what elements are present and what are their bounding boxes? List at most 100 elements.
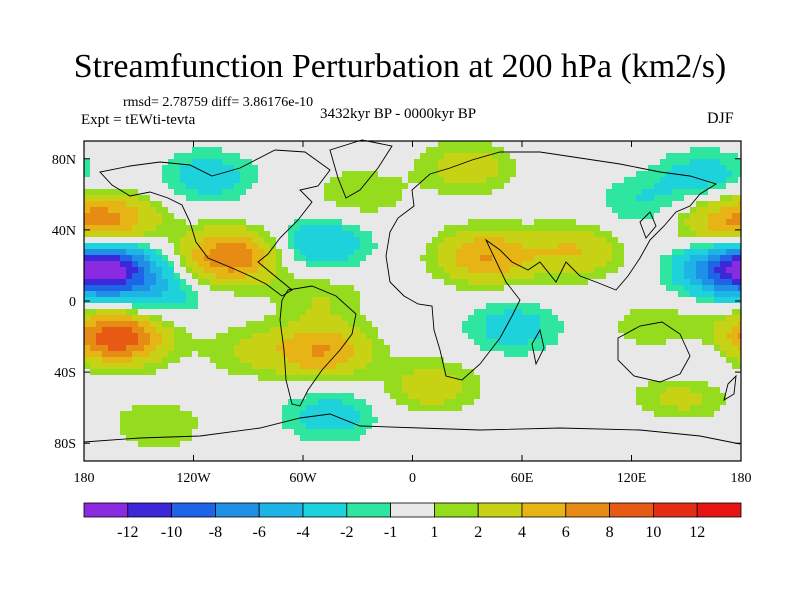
field-cell	[126, 351, 133, 358]
field-cell	[138, 237, 145, 244]
field-cell	[186, 141, 193, 148]
field-cell	[120, 399, 127, 406]
field-cell	[696, 249, 703, 256]
field-cell	[132, 381, 139, 388]
field-cell	[714, 159, 721, 166]
field-cell	[648, 393, 655, 400]
experiment-label: Expt = tEWti-tevta	[81, 112, 196, 128]
field-cell	[348, 219, 355, 226]
field-cell	[564, 231, 571, 238]
field-cell	[276, 315, 283, 322]
field-cell	[270, 315, 277, 322]
field-cell	[90, 309, 97, 316]
field-cell	[696, 333, 703, 340]
field-cell	[138, 261, 145, 268]
field-cell	[324, 291, 331, 298]
field-cell	[414, 321, 421, 328]
field-cell	[726, 315, 733, 322]
field-cell	[522, 303, 529, 310]
field-cell	[156, 381, 163, 388]
field-cell	[618, 345, 625, 352]
field-cell	[708, 141, 715, 148]
field-cell	[552, 231, 559, 238]
field-cell	[216, 321, 223, 328]
field-cell	[402, 195, 409, 202]
field-cell	[192, 327, 199, 334]
field-cell	[444, 225, 451, 232]
field-cell	[684, 405, 691, 412]
field-cell	[474, 399, 481, 406]
field-cell	[156, 279, 163, 286]
field-cell	[288, 411, 295, 418]
field-cell	[600, 255, 607, 262]
field-cell	[270, 177, 277, 184]
field-cell	[318, 357, 325, 364]
field-cell	[498, 225, 505, 232]
field-cell	[456, 297, 463, 304]
field-cell	[498, 393, 505, 400]
field-cell	[252, 225, 259, 232]
field-cell	[198, 303, 205, 310]
field-cell	[276, 357, 283, 364]
field-cell	[414, 279, 421, 286]
field-cell	[306, 405, 313, 412]
field-cell	[180, 399, 187, 406]
field-cell	[654, 291, 661, 298]
field-cell	[498, 201, 505, 208]
field-cell	[480, 273, 487, 280]
field-cell	[540, 189, 547, 196]
field-cell	[354, 285, 361, 292]
field-cell	[174, 243, 181, 250]
field-cell	[498, 363, 505, 370]
field-cell	[570, 327, 577, 334]
field-cell	[90, 357, 97, 364]
field-cell	[294, 255, 301, 262]
field-cell	[444, 183, 451, 190]
field-cell	[552, 189, 559, 196]
field-cell	[696, 303, 703, 310]
field-cell	[648, 315, 655, 322]
field-cell	[492, 261, 499, 268]
field-cell	[222, 279, 229, 286]
field-cell	[540, 357, 547, 364]
field-cell	[252, 321, 259, 328]
field-cell	[162, 243, 169, 250]
field-cell	[708, 165, 715, 172]
field-cell	[402, 255, 409, 262]
field-cell	[504, 297, 511, 304]
field-cell	[96, 177, 103, 184]
field-cell	[150, 273, 157, 280]
field-cell	[690, 369, 697, 376]
field-cell	[234, 315, 241, 322]
field-cell	[606, 207, 613, 214]
field-cell	[690, 393, 697, 400]
field-cell	[516, 267, 523, 274]
field-cell	[138, 387, 145, 394]
field-cell	[462, 279, 469, 286]
field-cell	[348, 195, 355, 202]
field-cell	[636, 213, 643, 220]
field-cell	[660, 177, 667, 184]
field-cell	[174, 291, 181, 298]
field-cell	[348, 273, 355, 280]
field-cell	[564, 339, 571, 346]
field-cell	[384, 315, 391, 322]
field-cell	[654, 405, 661, 412]
field-cell	[678, 165, 685, 172]
field-cell	[246, 255, 253, 262]
field-cell	[390, 327, 397, 334]
field-cell	[570, 381, 577, 388]
field-cell	[444, 351, 451, 358]
field-cell	[612, 285, 619, 292]
field-cell	[210, 297, 217, 304]
field-cell	[678, 297, 685, 304]
field-cell	[486, 393, 493, 400]
field-cell	[486, 261, 493, 268]
field-cell	[396, 363, 403, 370]
field-cell	[738, 333, 742, 340]
field-cell	[624, 243, 631, 250]
field-cell	[630, 237, 637, 244]
field-cell	[162, 267, 169, 274]
field-cell	[228, 375, 235, 382]
field-cell	[594, 165, 601, 172]
